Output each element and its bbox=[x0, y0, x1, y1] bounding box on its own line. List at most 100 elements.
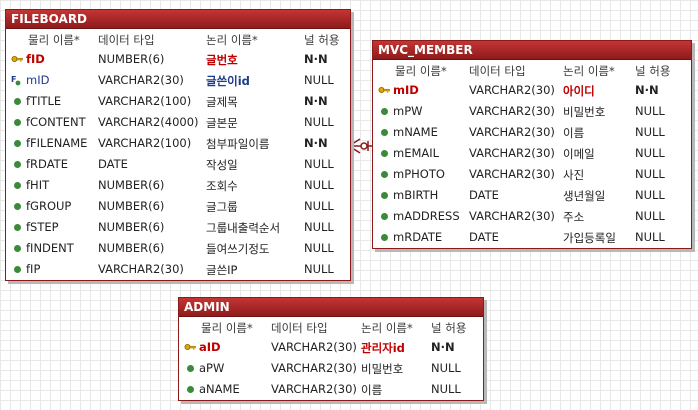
column-dot-icon bbox=[14, 203, 21, 210]
column-dot-icon bbox=[381, 129, 388, 136]
column-physical-name: mID bbox=[26, 73, 50, 87]
column-dot-icon bbox=[14, 266, 21, 273]
column-row[interactable]: fCONTENT VARCHAR2(4000) 글본문 NULL bbox=[6, 112, 350, 133]
column-nullable: NULL bbox=[635, 167, 665, 181]
column-row[interactable]: mADDRESS VARCHAR2(30) 주소 NULL bbox=[373, 206, 691, 227]
column-row[interactable]: fFILENAME VARCHAR2(100) 첨부파일이름 N·N bbox=[6, 133, 350, 154]
column-data-type: VARCHAR2(30) bbox=[271, 361, 357, 375]
column-dot-icon bbox=[14, 182, 21, 189]
column-dot-icon bbox=[14, 140, 21, 147]
header-logical-name: 논리 이름* bbox=[563, 64, 615, 78]
column-nullable: N·N bbox=[431, 340, 455, 354]
column-data-type: VARCHAR2(100) bbox=[98, 136, 192, 150]
table-title[interactable]: MVC_MEMBER bbox=[373, 41, 691, 60]
column-row[interactable]: mRDATE DATE 가입등록일 NULL bbox=[373, 227, 691, 248]
column-row[interactable]: fSTEP NUMBER(6) 그룹내출력순서 NULL bbox=[6, 217, 350, 238]
column-dot-icon bbox=[381, 171, 388, 178]
column-data-type: NUMBER(6) bbox=[98, 199, 165, 213]
column-row[interactable]: mPHOTO VARCHAR2(30) 사진 NULL bbox=[373, 164, 691, 185]
table-title[interactable]: FILEBOARD bbox=[6, 10, 350, 29]
column-row[interactable]: aPW VARCHAR2(30) 비밀번호 NULL bbox=[179, 358, 483, 379]
column-row[interactable]: mPW VARCHAR2(30) 비밀번호 NULL bbox=[373, 101, 691, 122]
table-admin[interactable]: ADMIN 물리 이름* 데이터 타입 논리 이름* 널 허용 aID VARCH… bbox=[178, 297, 484, 401]
column-physical-name: mNAME bbox=[393, 125, 438, 139]
column-dot-icon bbox=[14, 224, 21, 231]
column-nullable: NULL bbox=[431, 361, 461, 375]
column-row[interactable]: mEMAIL VARCHAR2(30) 이메일 NULL bbox=[373, 143, 691, 164]
column-data-type: VARCHAR2(30) bbox=[98, 262, 184, 276]
column-logical-name: 첨부파일이름 bbox=[206, 137, 270, 151]
column-data-type: VARCHAR2(30) bbox=[469, 104, 555, 118]
column-row[interactable]: mNAME VARCHAR2(30) 이름 NULL bbox=[373, 122, 691, 143]
column-row[interactable]: fINDENT NUMBER(6) 들여쓰기정도 NULL bbox=[6, 238, 350, 259]
header-logical-name: 논리 이름* bbox=[206, 33, 258, 47]
column-row[interactable]: aID VARCHAR2(30) 관리자id N·N bbox=[179, 337, 483, 358]
column-dot-icon bbox=[381, 150, 388, 157]
column-row[interactable]: mBIRTH DATE 생년월일 NULL bbox=[373, 185, 691, 206]
column-row[interactable]: fHIT NUMBER(6) 조회수 NULL bbox=[6, 175, 350, 196]
column-physical-name: fSTEP bbox=[26, 220, 59, 234]
column-logical-name: 이름 bbox=[361, 383, 383, 397]
column-nullable: NULL bbox=[635, 146, 665, 160]
header-nullable: 널 허용 bbox=[304, 33, 340, 47]
column-logical-name: 글본문 bbox=[206, 116, 238, 130]
column-header-row: 물리 이름* 데이터 타입 논리 이름* 널 허용 bbox=[179, 317, 483, 337]
column-data-type: NUMBER(6) bbox=[98, 241, 165, 255]
column-nullable: NULL bbox=[431, 382, 461, 396]
column-row[interactable]: fGROUP NUMBER(6) 글그룹 NULL bbox=[6, 196, 350, 217]
column-logical-name: 글쓴이id bbox=[206, 74, 250, 88]
column-physical-name: mBIRTH bbox=[393, 188, 439, 202]
column-physical-name: aID bbox=[199, 340, 221, 354]
column-logical-name: 글번호 bbox=[206, 53, 238, 67]
header-physical-name: 물리 이름* bbox=[201, 321, 253, 335]
column-physical-name: fID bbox=[26, 52, 45, 66]
column-physical-name: fFILENAME bbox=[26, 136, 88, 150]
header-data-type: 데이터 타입 bbox=[271, 321, 328, 335]
column-data-type: VARCHAR2(30) bbox=[469, 83, 555, 97]
column-dot-icon bbox=[14, 161, 21, 168]
column-data-type: VARCHAR2(30) bbox=[98, 73, 184, 87]
column-row[interactable]: mID VARCHAR2(30) 아이디 N·N bbox=[373, 80, 691, 101]
column-nullable: NULL bbox=[304, 262, 334, 276]
column-row[interactable]: fRDATE DATE 작성일 NULL bbox=[6, 154, 350, 175]
column-physical-name: mPW bbox=[393, 104, 423, 118]
column-logical-name: 글쓴IP bbox=[206, 263, 238, 277]
column-row[interactable]: aNAME VARCHAR2(30) 이름 NULL bbox=[179, 379, 483, 400]
column-data-type: DATE bbox=[98, 157, 128, 171]
column-logical-name: 생년월일 bbox=[563, 189, 606, 203]
table-fileboard[interactable]: FILEBOARD 물리 이름* 데이터 타입 논리 이름* 널 허용 fID N… bbox=[5, 9, 351, 281]
column-data-type: VARCHAR2(30) bbox=[469, 146, 555, 160]
column-data-type: DATE bbox=[469, 230, 499, 244]
column-data-type: VARCHAR2(30) bbox=[271, 340, 357, 354]
foreign-key-icon: F bbox=[11, 74, 23, 86]
column-logical-name: 그룹내출력순서 bbox=[206, 221, 281, 235]
column-row[interactable]: fTITLE VARCHAR2(100) 글제목 N·N bbox=[6, 91, 350, 112]
column-logical-name: 주소 bbox=[563, 210, 585, 224]
column-nullable: NULL bbox=[635, 104, 665, 118]
column-dot-icon bbox=[14, 119, 21, 126]
column-physical-name: fTITLE bbox=[26, 94, 62, 108]
column-data-type: NUMBER(6) bbox=[98, 52, 165, 66]
column-nullable: NULL bbox=[304, 115, 334, 129]
column-row[interactable]: fID NUMBER(6) 글번호 N·N bbox=[6, 49, 350, 70]
column-nullable: NULL bbox=[304, 241, 334, 255]
column-row[interactable]: fIP VARCHAR2(30) 글쓴IP NULL bbox=[6, 259, 350, 280]
key-icon bbox=[11, 53, 23, 65]
header-physical-name: 물리 이름* bbox=[28, 33, 80, 47]
table-title[interactable]: ADMIN bbox=[179, 298, 483, 317]
column-dot-icon bbox=[381, 192, 388, 199]
column-logical-name: 비밀번호 bbox=[563, 105, 606, 119]
column-nullable: NULL bbox=[304, 199, 334, 213]
column-dot-icon bbox=[14, 98, 21, 105]
column-nullable: N·N bbox=[304, 94, 328, 108]
column-data-type: NUMBER(6) bbox=[98, 220, 165, 234]
column-nullable: N·N bbox=[304, 52, 328, 66]
header-nullable: 널 허용 bbox=[431, 321, 467, 335]
key-icon bbox=[184, 341, 196, 353]
column-logical-name: 글그룹 bbox=[206, 200, 238, 214]
column-physical-name: mID bbox=[393, 83, 419, 97]
table-mvc-member[interactable]: MVC_MEMBER 물리 이름* 데이터 타입 논리 이름* 널 허용 mID… bbox=[372, 40, 692, 249]
column-physical-name: fINDENT bbox=[26, 241, 74, 255]
column-physical-name: fIP bbox=[26, 262, 41, 276]
